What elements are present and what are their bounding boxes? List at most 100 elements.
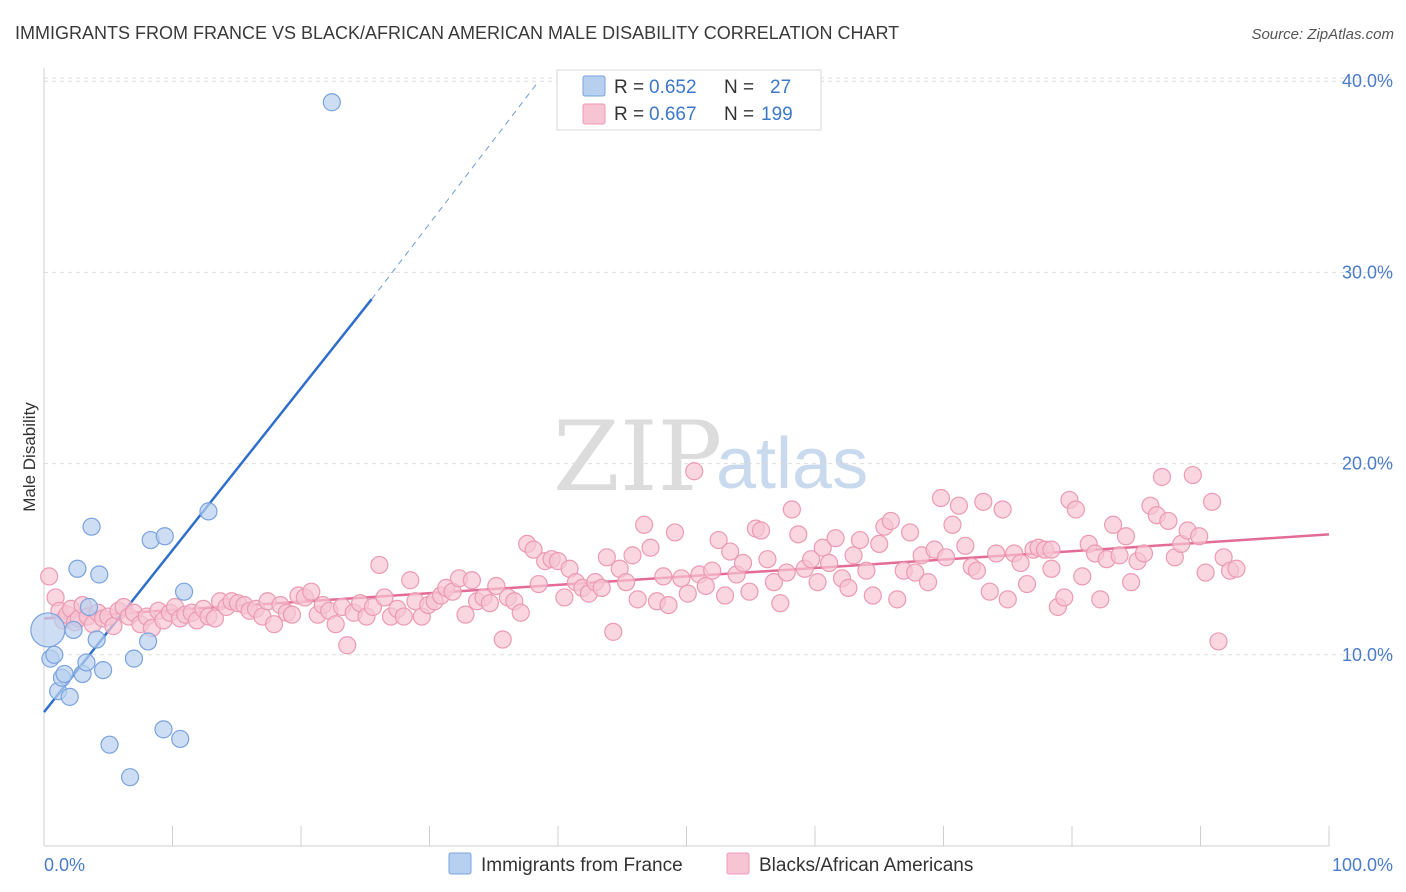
chart-source: Source: ZipAtlas.com — [1251, 26, 1394, 43]
point-black — [604, 622, 623, 641]
point-black — [888, 590, 907, 609]
point-black — [936, 548, 956, 567]
point-black — [931, 488, 951, 508]
point-france — [68, 559, 87, 578]
point-black — [844, 546, 863, 565]
point-black — [338, 636, 357, 655]
point-black — [282, 605, 302, 624]
point-black — [703, 561, 722, 580]
legend-label-france: Immigrants from France — [481, 855, 683, 876]
point-black — [375, 588, 394, 607]
point-black — [623, 546, 642, 565]
legend-n-label-2: N = — [724, 104, 754, 125]
pink-swatch — [582, 103, 606, 125]
point-black — [555, 588, 574, 607]
point-black — [715, 586, 735, 605]
point-france — [138, 632, 158, 651]
point-black — [1122, 573, 1141, 592]
point-black — [665, 523, 685, 542]
point-france — [64, 620, 83, 640]
point-france — [90, 565, 109, 584]
point-black — [1066, 500, 1085, 519]
x-tick-label-max: 100.0% — [1332, 855, 1393, 875]
point-black — [987, 544, 1006, 563]
point-france — [94, 660, 113, 680]
point-black — [628, 590, 647, 609]
point-black — [104, 617, 123, 636]
series-legend: Immigrants from France Blacks/African Am… — [448, 852, 973, 876]
watermark-zip: ZIP — [553, 401, 722, 513]
legend-r-value-1: 0.652 — [649, 77, 697, 98]
point-black — [998, 590, 1017, 609]
point-black — [1209, 632, 1228, 651]
chart-title: IMMIGRANTS FROM FRANCE VS BLACK/AFRICAN … — [15, 23, 899, 43]
point-black — [1073, 567, 1092, 586]
point-black — [302, 582, 321, 601]
point-france — [60, 687, 79, 706]
point-black — [956, 536, 975, 555]
point-black — [1152, 467, 1172, 487]
point-black — [949, 496, 969, 515]
point-black — [456, 605, 475, 624]
point-black — [918, 573, 938, 592]
point-black — [326, 615, 345, 634]
point-black — [1104, 515, 1123, 534]
point-black — [1042, 540, 1061, 559]
point-black — [1190, 527, 1209, 546]
point-france — [322, 93, 341, 112]
point-black — [1011, 553, 1030, 573]
point-black — [943, 515, 962, 534]
point-black — [789, 525, 808, 544]
point-black — [685, 462, 704, 481]
point-black — [264, 615, 284, 634]
point-black — [1017, 574, 1037, 594]
legend-label-black: Blacks/African Americans — [759, 855, 973, 876]
point-france — [82, 517, 101, 536]
stats-legend: R = 0.652 N = 27 R = 0.667 N = 199 — [556, 69, 822, 131]
point-black — [40, 567, 59, 586]
point-black — [524, 540, 543, 559]
point-black — [696, 576, 715, 596]
point-black — [1227, 559, 1246, 578]
point-black — [782, 500, 801, 519]
blue-swatch — [582, 75, 606, 97]
point-france — [124, 649, 144, 668]
point-black — [617, 573, 636, 592]
point-black — [881, 511, 900, 531]
point-france — [87, 630, 106, 649]
legend-n-value-2: 199 — [761, 104, 793, 125]
point-black — [764, 573, 783, 592]
point-black — [1116, 527, 1136, 546]
point-black — [740, 582, 759, 601]
point-france — [77, 653, 96, 672]
point-black — [678, 584, 697, 603]
point-black — [857, 561, 876, 580]
point-black — [733, 553, 753, 573]
point-black — [906, 563, 925, 582]
point-black — [771, 594, 790, 613]
point-black — [870, 534, 889, 554]
legend-r-label-2: R = — [614, 104, 644, 125]
x-tick-label-min: 0.0% — [44, 855, 85, 875]
point-black — [1042, 559, 1061, 578]
point-black — [980, 582, 999, 601]
point-black — [394, 607, 413, 626]
point-black — [1196, 563, 1215, 582]
point-france — [79, 597, 99, 617]
point-black — [1159, 511, 1178, 531]
point-black — [480, 594, 499, 613]
point-black — [777, 563, 796, 582]
point-black — [592, 578, 611, 597]
point-black — [654, 567, 673, 586]
trendlines — [43, 80, 1330, 713]
point-black — [511, 603, 530, 622]
point-france — [100, 735, 119, 754]
y-axis-label: Male Disability — [20, 402, 39, 512]
point-black — [709, 530, 728, 550]
y-tick-label: 40.0% — [1342, 71, 1393, 91]
point-black — [659, 595, 678, 615]
point-france — [120, 768, 140, 787]
point-black — [529, 574, 548, 594]
point-black — [813, 538, 832, 557]
